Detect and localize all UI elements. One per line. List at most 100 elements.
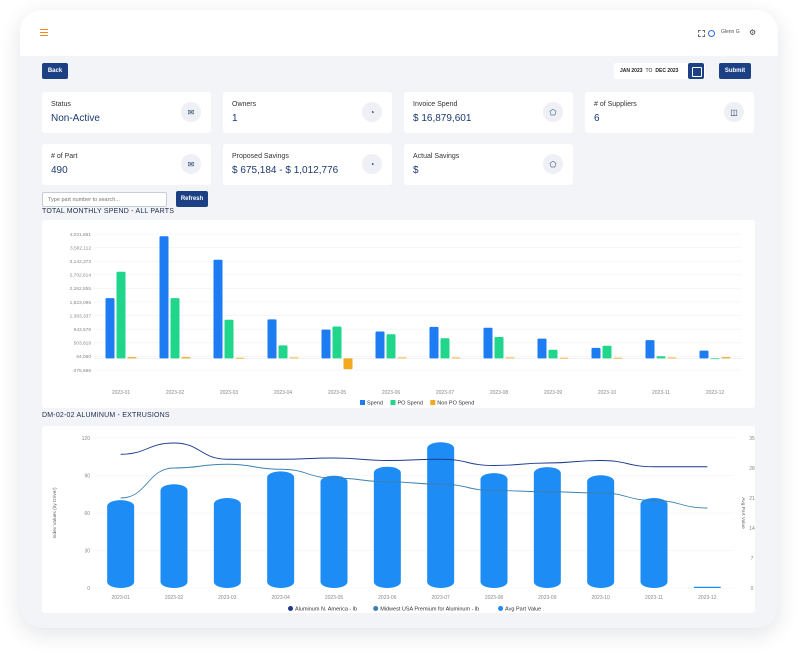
x-tick-label: 2023-05 (328, 390, 347, 396)
legend-swatch (390, 400, 396, 405)
bar-avg-part-value (213, 498, 241, 588)
y-tick-label: 30 (84, 548, 90, 554)
y-tick-label: 1,383,337 (70, 313, 92, 319)
bar-spend (375, 331, 385, 359)
bar-po-spend (116, 271, 126, 359)
bar-avg-part-value (320, 475, 348, 588)
bar-spend (321, 329, 331, 359)
y-tick-label: 90 (84, 473, 90, 479)
refresh-button[interactable]: Refresh (176, 191, 208, 207)
line-aluminum-n-america-lb (120, 442, 708, 468)
bar-po-spend (602, 345, 612, 359)
bar-po-spend (278, 345, 288, 359)
bar-spend (537, 338, 547, 359)
bar-po-spend (548, 349, 558, 359)
y-tick-label: 120 (82, 436, 91, 442)
fullscreen-icon[interactable] (698, 30, 705, 37)
legend-label: Non PO Spend (437, 401, 474, 407)
y2-tick-label: 28 (749, 466, 755, 472)
date-to: DEC 2023 (655, 68, 679, 74)
part-search-input[interactable] (42, 192, 167, 207)
bar-po-spend (386, 334, 396, 359)
bar-spend (105, 298, 115, 359)
calendar-icon[interactable] (688, 63, 704, 79)
bar-non-po-spend (181, 357, 191, 359)
x-tick-label: 2023-10 (598, 390, 617, 396)
bar-avg-part-value (533, 467, 561, 588)
hamburger-menu-icon[interactable] (40, 29, 48, 36)
line-midwest-usa-premium-for-aluminum-lb (120, 463, 708, 509)
x-tick-label: 2023-05 (325, 595, 344, 601)
card-label: Invoice Spend (413, 101, 458, 108)
y-tick-label: 943,578 (74, 327, 92, 333)
user-name[interactable]: Glenn G (721, 29, 740, 35)
spend-chart: 4,021,881 3,582,112 3,142,373 2,702,614 2,26… (70, 232, 742, 407)
bar-avg-part-value (427, 442, 455, 588)
y-tick-label: 4,021,881 (70, 232, 92, 238)
y-tick-label: 3,142,373 (70, 259, 92, 265)
card-invoice-spend: Invoice Spend $ 16,879,601 ⬠ (404, 92, 573, 133)
y-tick-label: 64,060 (76, 354, 91, 360)
bar-avg-part-value (267, 471, 295, 588)
legend-label: Spend (367, 401, 383, 407)
back-button[interactable]: Back (42, 63, 68, 79)
x-tick-label: 2023-01 (112, 390, 131, 396)
date-separator: TO (645, 68, 653, 74)
bar-po-spend (710, 358, 720, 360)
bar-non-po-spend (559, 357, 569, 359)
legend-swatch (498, 606, 504, 611)
legend-label: Midwest USA Premium for Aluminum - lb (380, 607, 479, 613)
x-tick-label: 2023-08 (490, 390, 509, 396)
bar-spend (267, 319, 277, 359)
x-tick-label: 2023-09 (538, 595, 557, 601)
bar-po-spend (440, 338, 450, 359)
aluminum-chart-title: DM-02-02 ALUMINUM - EXTRUSIONS (42, 412, 170, 419)
date-range-picker[interactable]: JAN 2023 TO DEC 2023 (614, 63, 705, 79)
card-value: $ 16,879,601 (413, 113, 472, 124)
x-tick-label: 2023-03 (218, 595, 237, 601)
x-tick-label: 2023-09 (544, 390, 563, 396)
spend-chart-title: TOTAL MONTHLY SPEND - ALL PARTS (42, 208, 175, 215)
legend-label: Avg Part Value (505, 607, 541, 613)
bar-spend (591, 347, 601, 359)
bar-po-spend (332, 326, 342, 359)
bar-non-po-spend (451, 357, 461, 359)
legend-swatch (288, 606, 293, 611)
y-tick-label: 2,702,614 (70, 273, 92, 279)
bar-spend (429, 326, 439, 359)
legend-swatch (430, 400, 436, 405)
bar-avg-part-value (480, 473, 508, 588)
app-window: Glenn G ⚙ Back JAN 2023 TO DEC 2023 Subm… (20, 10, 778, 628)
bar-spend (159, 236, 169, 359)
x-tick-label: 2023-01 (111, 595, 130, 601)
x-tick-label: 2023-02 (165, 595, 184, 601)
card-value: 1 (232, 113, 238, 124)
tag-icon: ⬠ (543, 154, 563, 174)
bar-po-spend (170, 298, 180, 359)
bar-spend (483, 327, 493, 359)
legend-swatch (373, 606, 379, 611)
x-tick-label: 2023-08 (485, 595, 504, 601)
y2-tick-label: 21 (749, 496, 755, 502)
x-tick-label: 2023-03 (220, 390, 239, 396)
bar-non-po-spend (343, 358, 353, 370)
date-from: JAN 2023 (620, 68, 643, 74)
card-label: Proposed Savings (232, 153, 289, 160)
globe-icon[interactable] (708, 30, 715, 37)
bar-po-spend (656, 356, 666, 359)
card-parts: # of Part 490 ✉ (42, 144, 211, 185)
x-tick-label: 2023-04 (274, 390, 293, 396)
bar-spend (645, 340, 655, 359)
submit-button[interactable]: Submit (719, 63, 751, 79)
y-axis-label: Index Values (by Driver) (52, 487, 58, 538)
tag-icon: ⬠ (543, 102, 563, 122)
pie-chart-icon: ◔ (362, 102, 382, 122)
bar-avg-part-value (693, 586, 721, 588)
top-bar: Glenn G ⚙ (20, 10, 778, 56)
gear-icon[interactable]: ⚙ (749, 28, 757, 37)
y2-tick-label: 14 (749, 526, 755, 532)
x-tick-label: 2023-02 (166, 390, 185, 396)
legend-label: PO Spend (398, 401, 423, 407)
x-tick-label: 2023-12 (706, 390, 725, 396)
y2-axis-label: Avg Part Value (740, 497, 746, 529)
